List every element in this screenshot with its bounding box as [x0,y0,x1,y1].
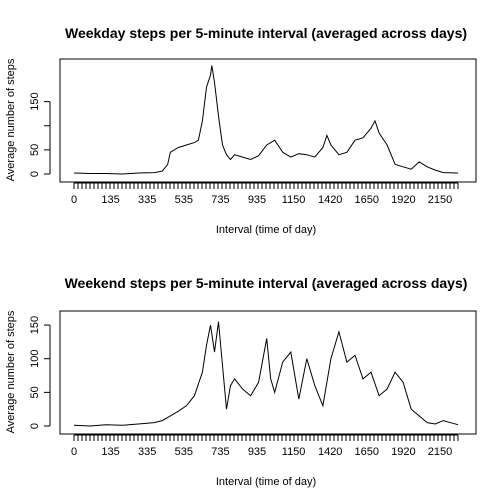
weekend-series [73,321,459,427]
weekday-y-tick-label: 0 [29,171,41,177]
weekday-x-tick-label: 1420 [318,194,342,206]
weekday-x-tick-label: 2150 [428,194,452,206]
weekend-plot-box [59,310,477,435]
weekend-x-tick-label: 935 [248,446,266,458]
weekend-y-tick-label: 50 [29,386,41,398]
weekend-x-tick-label: 2150 [428,446,452,458]
weekend-y-axis: 0 50 100 150 [29,316,51,429]
weekday-plot-box [59,58,477,183]
weekday-x-tick-label: 935 [248,194,266,206]
weekend-x-tick-label: 735 [211,446,229,458]
weekday-x-axis: 0 135 335 535 735 935 1150 1420 1650 1920 2150 [71,182,459,206]
weekday-x-tick-label: 1920 [391,194,415,206]
weekend-y-tick-label: 100 [29,350,41,368]
weekend-x-axis: 0 135 335 535 735 935 1150 1420 1650 1920 2150 [71,434,459,458]
weekend-x-tick-label: 1920 [391,446,415,458]
weekend-chart-title: Weekend steps per 5-minute interval (ave… [65,275,468,291]
weekday-series [73,65,459,175]
weekday-y-tick-label: 150 [29,92,41,110]
weekday-chart-title: Weekday steps per 5-minute interval (ave… [65,25,467,41]
weekend-x-tick-label: 0 [71,446,77,458]
weekend-y-axis-label: Average number of steps [5,310,17,433]
weekend-x-tick-label: 1420 [318,446,342,458]
weekend-steps-line [73,321,459,427]
weekday-x-tick-label: 735 [211,194,229,206]
weekend-x-tick-label: 1150 [282,446,306,458]
weekday-steps-line [73,65,459,175]
weekday-x-tick-label: 1150 [282,194,306,206]
weekday-panel: Weekday steps per 5-minute interval (ave… [5,25,477,236]
weekend-x-tick-label: 1650 [355,446,379,458]
weekend-y-tick-label: 150 [29,316,41,334]
weekend-x-axis-label: Interval (time of day) [216,476,316,488]
weekday-y-tick-label: 50 [29,144,41,156]
weekday-x-tick-label: 335 [138,194,156,206]
weekend-panel: Weekend steps per 5-minute interval (ave… [5,275,477,488]
weekend-x-tick-label: 135 [101,446,119,458]
weekend-y-tick-label: 0 [29,423,41,429]
weekday-x-tick-label: 135 [101,194,119,206]
weekday-y-axis-label: Average number of steps [5,58,17,181]
weekday-y-axis: 0 50 150 [29,92,51,177]
weekend-x-tick-label: 335 [138,446,156,458]
weekday-x-axis-label: Interval (time of day) [216,224,316,236]
weekday-x-tick-label: 1650 [355,194,379,206]
weekend-x-tick-label: 535 [175,446,193,458]
weekday-x-tick-label: 0 [71,194,77,206]
weekday-x-tick-label: 535 [175,194,193,206]
